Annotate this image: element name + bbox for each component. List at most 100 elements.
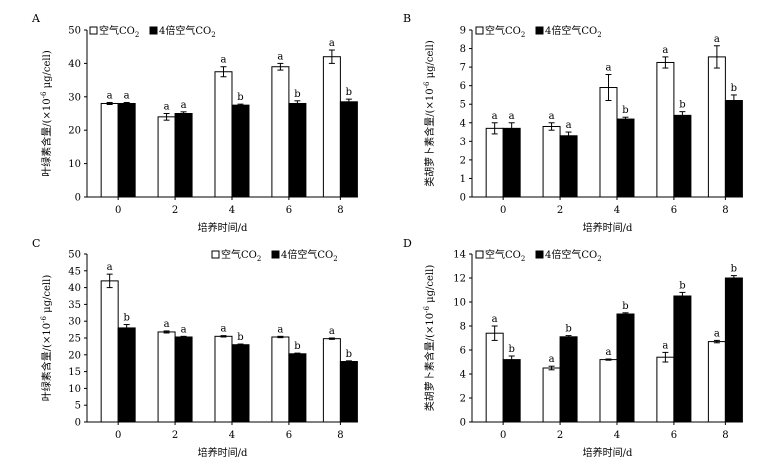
bar-air-day-8: [322, 56, 341, 198]
bar-co2-day-6: [288, 353, 307, 423]
x-tick-label: 6: [671, 430, 677, 441]
bar-co2-day-2: [559, 135, 578, 198]
significance-label: b: [346, 349, 352, 360]
y-tick-label: 5: [460, 100, 466, 111]
bar-co2-day-4: [231, 104, 250, 198]
y-axis-label-exponent: -6: [40, 91, 48, 98]
y-axis-label-unit: μg/cell): [42, 275, 53, 316]
y-tick-label: 2: [460, 394, 466, 405]
legend-label-co2: 4倍空气CO2: [281, 248, 338, 263]
y-tick-label: 10: [68, 159, 81, 170]
bar-co2-day-4: [231, 344, 250, 423]
y-axis-label: 叶绿素含量/(×10-6 μg/cell): [40, 50, 53, 177]
legend-label-text: 空气CO: [221, 248, 257, 261]
legend-swatch-co2: [535, 26, 544, 35]
legend-label-text: 4倍空气CO: [545, 248, 597, 261]
bar-air-day-6: [656, 61, 675, 198]
legend-swatch-air: [475, 26, 484, 35]
bar-air-day-8: [707, 341, 726, 423]
significance-label: b: [237, 332, 243, 343]
legend-label-co2: 4倍空气CO2: [545, 248, 602, 263]
significance-label: a: [606, 63, 612, 74]
significance-label: b: [237, 92, 243, 103]
y-tick-label: 20: [68, 126, 81, 137]
bar-co2-day-0: [117, 327, 136, 423]
x-tick-label: 4: [614, 430, 620, 441]
x-axis-label: 培养时间/d: [198, 446, 248, 459]
y-axis-label-main: 叶绿素含量/(×10: [40, 98, 53, 176]
significance-label: b: [346, 87, 352, 98]
significance-label: b: [679, 280, 685, 291]
x-tick-label: 4: [229, 430, 235, 441]
x-tick-label: 0: [500, 205, 506, 216]
y-tick-label: 4: [460, 370, 466, 381]
y-axis-label-unit: μg/cell): [425, 40, 436, 81]
bar-co2-day-2: [174, 113, 193, 198]
bar-co2-day-8: [724, 100, 743, 198]
y-tick-label: 30: [68, 92, 81, 103]
x-tick-label: 0: [500, 430, 506, 441]
x-axis-label: 培养时间/d: [583, 446, 633, 459]
chart-panel-b: B 0 1 2 3 4 5 6 7 8 9 0 2 4 6 8 培养时间/d 类胡萝卜素含量/(×10-6 μg/…: [403, 12, 743, 234]
y-tick-label: 0: [460, 193, 466, 204]
bar-co2-day-2: [174, 336, 193, 423]
significance-label: b: [565, 324, 571, 335]
y-tick-label: 4: [460, 118, 466, 129]
legend-label-subscript: 2: [521, 255, 525, 263]
y-tick-label: 14: [453, 250, 466, 261]
significance-label: a: [714, 328, 720, 339]
bar-co2-day-8: [339, 361, 358, 423]
significance-label: a: [606, 347, 612, 358]
panel-letter: C: [32, 237, 40, 250]
y-tick-label: 7: [460, 63, 466, 74]
y-axis-label-main: 叶绿素含量/(×10: [40, 323, 53, 401]
chart-panel-d: D 0 2 4 6 8 10 12 14 0 2 4 6 8 培养时间/d 类胡萝卜素含量/(×10-6 μg…: [403, 237, 743, 459]
y-tick-label: 40: [68, 59, 81, 70]
x-tick-label: 6: [671, 205, 677, 216]
legend: 空气CO2 4倍空气CO2: [475, 24, 602, 39]
significance-label: b: [622, 105, 628, 116]
significance-label: a: [492, 314, 498, 325]
legend-label-text: 空气CO: [485, 24, 521, 37]
chart-panel-c: C 0 5 10 15 20 25 30 35 40 45 50 0 2 4 6 8 培养时间/d 叶绿素含量/(×…: [32, 237, 358, 459]
y-tick-label: 50: [68, 250, 81, 261]
y-tick-label: 1: [460, 174, 466, 185]
y-tick-label: 6: [460, 346, 466, 357]
bar-co2-day-4: [616, 313, 635, 423]
bar-co2-day-6: [288, 102, 307, 198]
y-axis-label-main: 类胡萝卜素含量/(×10: [423, 313, 436, 411]
y-axis-label-unit: μg/cell): [425, 265, 436, 306]
significance-label: a: [714, 34, 720, 45]
x-tick-label: 8: [337, 205, 343, 216]
legend-label-co2: 4倍空气CO2: [159, 24, 216, 39]
significance-label: a: [549, 354, 555, 365]
legend-label-subscript: 2: [257, 255, 261, 263]
y-tick-label: 6: [460, 81, 466, 92]
legend-label-text: 空气CO: [99, 24, 135, 37]
bar-co2-day-2: [559, 336, 578, 423]
bar-air-day-2: [157, 116, 176, 198]
y-tick-label: 0: [75, 418, 81, 429]
x-tick-label: 8: [722, 430, 728, 441]
legend-swatch-co2: [535, 250, 544, 259]
bar-air-day-0: [485, 127, 504, 198]
significance-label: b: [731, 83, 737, 94]
significance-label: a: [107, 262, 113, 273]
y-axis-label: 叶绿素含量/(×10-6 μg/cell): [40, 275, 53, 402]
x-tick-label: 4: [229, 205, 235, 216]
significance-label: b: [679, 100, 685, 111]
legend-swatch-air: [211, 250, 220, 259]
y-tick-label: 2: [460, 155, 466, 166]
y-tick-label: 50: [68, 26, 81, 37]
bar-air-day-2: [542, 125, 561, 198]
y-tick-label: 10: [68, 384, 81, 395]
legend-swatch-air: [89, 26, 98, 35]
bar-air-day-8: [322, 338, 341, 423]
x-tick-label: 6: [286, 430, 292, 441]
y-tick-label: 10: [453, 298, 466, 309]
x-tick-label: 6: [286, 205, 292, 216]
significance-label: a: [329, 38, 335, 49]
y-tick-label: 40: [68, 283, 81, 294]
x-tick-label: 8: [722, 205, 728, 216]
